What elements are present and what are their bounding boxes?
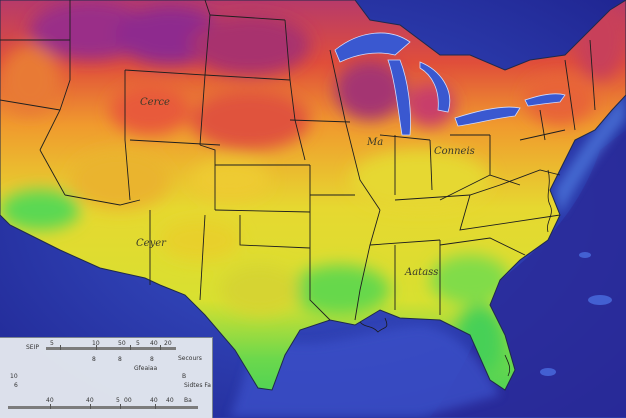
scale-bar-top [46,347,176,350]
legend-bottom-tick-2: 40 [86,397,94,404]
legend-row2-b: 8 [118,356,122,363]
legend-bottom-tick-4: 00 [124,397,132,404]
great-lakes [334,32,566,136]
legend-bottom-tick-3: 5 [116,397,120,404]
state-borders [0,0,596,321]
legend-row2-a: 8 [92,356,96,363]
map-label-great-lakes: Conneis [434,146,475,157]
legend-tick-4: 5 [136,340,140,347]
legend-row5-a: 6 [14,382,18,389]
legend-tick-2: 10 [92,340,100,347]
map-label-midwest: Ma [367,137,384,148]
map-label-southwest: Ceyer [136,238,166,249]
legend-row1-right: Secours [178,355,202,362]
legend-row5-right: Sidtes Fa [184,382,211,389]
legend-row2-c: 8 [150,356,154,363]
legend-tick-5: 40 [150,340,158,347]
legend-tick-6: 20 [164,340,172,347]
legend-row4-b: B [182,373,187,380]
legend-bottom-tick-6: 40 [166,397,174,404]
legend-bottom-tick-1: 40 [46,397,54,404]
legend-row1-left: SEIP [26,344,39,351]
legend-tick-3: 50 [118,340,126,347]
legend-row6-right: Ba [184,397,192,404]
map-legend: SEIP 5 10 50 5 40 20 Secours 8 8 8 Gfeai… [0,337,213,418]
map-label-southeast: Aatass [405,267,439,278]
scale-bar-bottom [8,406,198,409]
legend-row3-right: Gfeaiaa [134,365,158,372]
legend-row4-a: 10 [10,373,18,380]
map-label-north-central: Cerce [140,97,170,108]
legend-tick-1: 5 [50,340,54,347]
legend-bottom-tick-5: 40 [150,397,158,404]
